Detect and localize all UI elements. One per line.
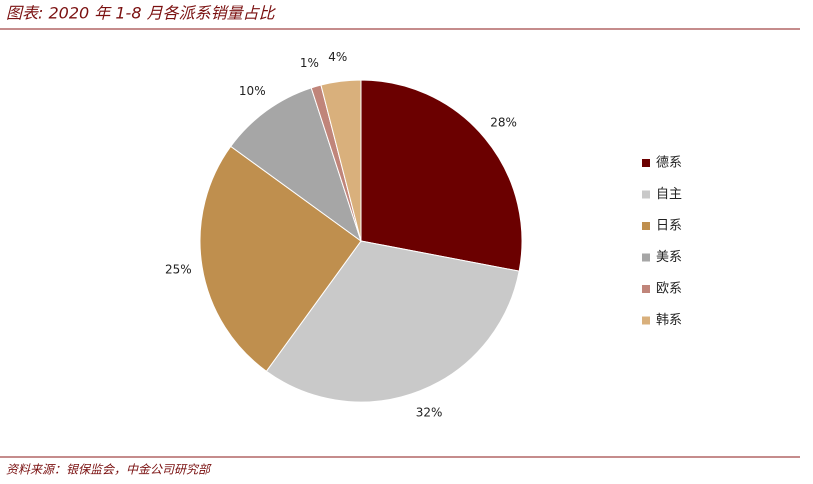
data-label: 25% xyxy=(165,262,192,276)
pie-slice xyxy=(320,79,362,242)
legend-text: 日系 xyxy=(656,219,682,234)
legend-text: 欧系 xyxy=(656,282,682,297)
pie-slice xyxy=(199,145,362,372)
pie-slice xyxy=(360,79,523,272)
legend-text: 美系 xyxy=(656,250,682,265)
pie-slice xyxy=(265,240,520,403)
legend-swatch xyxy=(642,190,650,199)
data-label: 32% xyxy=(416,406,443,420)
data-label: 10% xyxy=(239,84,266,98)
legend-text: 自主 xyxy=(656,187,682,202)
data-label: 28% xyxy=(490,116,517,130)
legend-swatch xyxy=(642,253,650,262)
chart-title: 图表: 2020 年 1-8 月各派系销量占比 xyxy=(6,4,277,23)
legend-swatch xyxy=(642,159,650,167)
source-note: 资料来源：银保监会，中金公司研究部 xyxy=(6,463,212,477)
legend-text: 德系 xyxy=(656,156,682,171)
data-label: 4% xyxy=(328,50,347,64)
legend-swatch xyxy=(642,285,650,293)
data-label: 1% xyxy=(300,56,319,70)
legend-swatch xyxy=(642,316,650,325)
legend-text: 韩系 xyxy=(656,313,682,328)
pie-slice xyxy=(230,87,362,243)
legend-swatch xyxy=(642,222,650,230)
